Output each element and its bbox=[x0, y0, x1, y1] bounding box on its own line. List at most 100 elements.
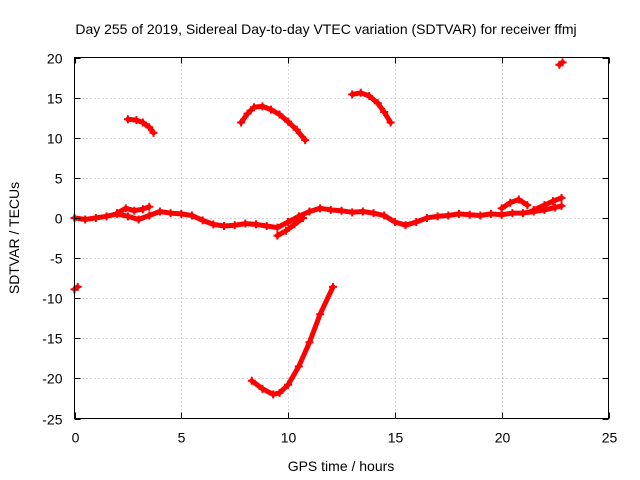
series-trace bbox=[238, 103, 308, 143]
data-point bbox=[262, 221, 271, 230]
data-point bbox=[380, 211, 389, 220]
data-point bbox=[294, 362, 303, 371]
data-point bbox=[292, 125, 301, 134]
data-point bbox=[166, 209, 175, 218]
x-tick-label: 15 bbox=[388, 430, 404, 446]
data-point bbox=[187, 211, 196, 220]
series-trace bbox=[274, 215, 306, 239]
data-point bbox=[465, 210, 474, 219]
data-point bbox=[91, 213, 100, 222]
data-point bbox=[138, 118, 147, 127]
series-trace bbox=[249, 284, 336, 397]
data-point bbox=[130, 206, 139, 215]
data-point bbox=[401, 221, 410, 230]
data-point bbox=[252, 220, 261, 229]
data-point bbox=[241, 219, 250, 228]
data-point bbox=[209, 220, 218, 229]
series-arc-a bbox=[123, 115, 158, 137]
data-point bbox=[422, 213, 431, 222]
data-point bbox=[373, 99, 382, 108]
data-point bbox=[145, 202, 154, 211]
y-tick-label: 20 bbox=[47, 51, 63, 67]
data-point bbox=[508, 209, 517, 218]
data-point bbox=[386, 118, 395, 127]
data-point bbox=[369, 209, 378, 218]
chart-title: Day 255 of 2019, Sidereal Day-to-day VTE… bbox=[75, 21, 576, 37]
y-tick-labels: 20 15 10 5 0 -5 -10 -15 -20 -25 bbox=[42, 51, 62, 428]
series-trace bbox=[531, 195, 564, 213]
series-band-dip bbox=[273, 213, 308, 240]
series-trace bbox=[349, 90, 394, 125]
data-point bbox=[348, 90, 357, 99]
data-point bbox=[316, 204, 325, 213]
data-point bbox=[301, 136, 310, 145]
series-arc-e bbox=[70, 282, 82, 294]
y-tick-label: 15 bbox=[47, 91, 63, 107]
data-point bbox=[113, 209, 122, 218]
y-tick-label: -5 bbox=[50, 251, 63, 267]
data-point bbox=[284, 380, 293, 389]
series-trace bbox=[499, 197, 530, 211]
series-band-upper-2 bbox=[497, 195, 532, 213]
data-point bbox=[177, 209, 186, 218]
data-point bbox=[284, 217, 293, 226]
data-point bbox=[529, 205, 538, 214]
data-point bbox=[523, 201, 532, 210]
data-point bbox=[269, 390, 278, 399]
data-point bbox=[337, 206, 346, 215]
data-point bbox=[365, 92, 374, 101]
data-point bbox=[519, 209, 528, 218]
x-axis-label: GPS time / hours bbox=[288, 458, 395, 474]
y-tick-label: -15 bbox=[42, 331, 62, 347]
data-point bbox=[358, 207, 367, 216]
y-tick-label: 5 bbox=[55, 171, 63, 187]
y-tick-label: 0 bbox=[55, 211, 63, 227]
data-point bbox=[305, 338, 314, 347]
x-tick-label: 5 bbox=[178, 430, 186, 446]
data-point bbox=[258, 384, 267, 393]
data-point bbox=[220, 221, 229, 230]
data-point bbox=[243, 109, 252, 118]
data-point bbox=[145, 123, 154, 132]
data-point bbox=[506, 198, 515, 207]
data-point bbox=[328, 282, 337, 291]
data-point bbox=[558, 58, 567, 67]
series-arc-f bbox=[247, 282, 337, 399]
data-point bbox=[390, 217, 399, 226]
data-point bbox=[138, 205, 147, 214]
series-arc-d bbox=[555, 58, 567, 69]
data-point bbox=[497, 204, 506, 213]
data-point bbox=[73, 282, 82, 291]
y-tick-label: -25 bbox=[42, 412, 62, 428]
data-point bbox=[433, 212, 442, 221]
x-tick-label: 20 bbox=[495, 430, 511, 446]
data-point bbox=[299, 213, 308, 222]
data-point bbox=[305, 207, 314, 216]
data-point bbox=[145, 211, 154, 220]
data-point bbox=[149, 128, 158, 137]
series-arc-b bbox=[237, 102, 310, 145]
data-point bbox=[258, 102, 267, 111]
data-point bbox=[247, 376, 256, 385]
data-point bbox=[230, 221, 239, 230]
series-arc-c bbox=[348, 88, 395, 127]
x-tick-labels: 0 5 10 15 20 25 bbox=[72, 430, 618, 446]
y-tick-label: -10 bbox=[42, 291, 62, 307]
data-point bbox=[273, 231, 282, 240]
data-series bbox=[70, 58, 567, 399]
data-point bbox=[284, 117, 293, 126]
data-point bbox=[134, 215, 143, 224]
data-point bbox=[348, 208, 357, 217]
series-band-upper bbox=[113, 202, 154, 218]
y-tick-label: 10 bbox=[47, 131, 63, 147]
data-point bbox=[198, 216, 207, 225]
data-point bbox=[121, 204, 130, 213]
data-point bbox=[514, 195, 523, 204]
data-point bbox=[81, 215, 90, 224]
data-point bbox=[557, 193, 566, 202]
grid-lines bbox=[74, 57, 609, 419]
data-point bbox=[548, 197, 557, 206]
data-point bbox=[487, 209, 496, 218]
data-point bbox=[476, 211, 485, 220]
